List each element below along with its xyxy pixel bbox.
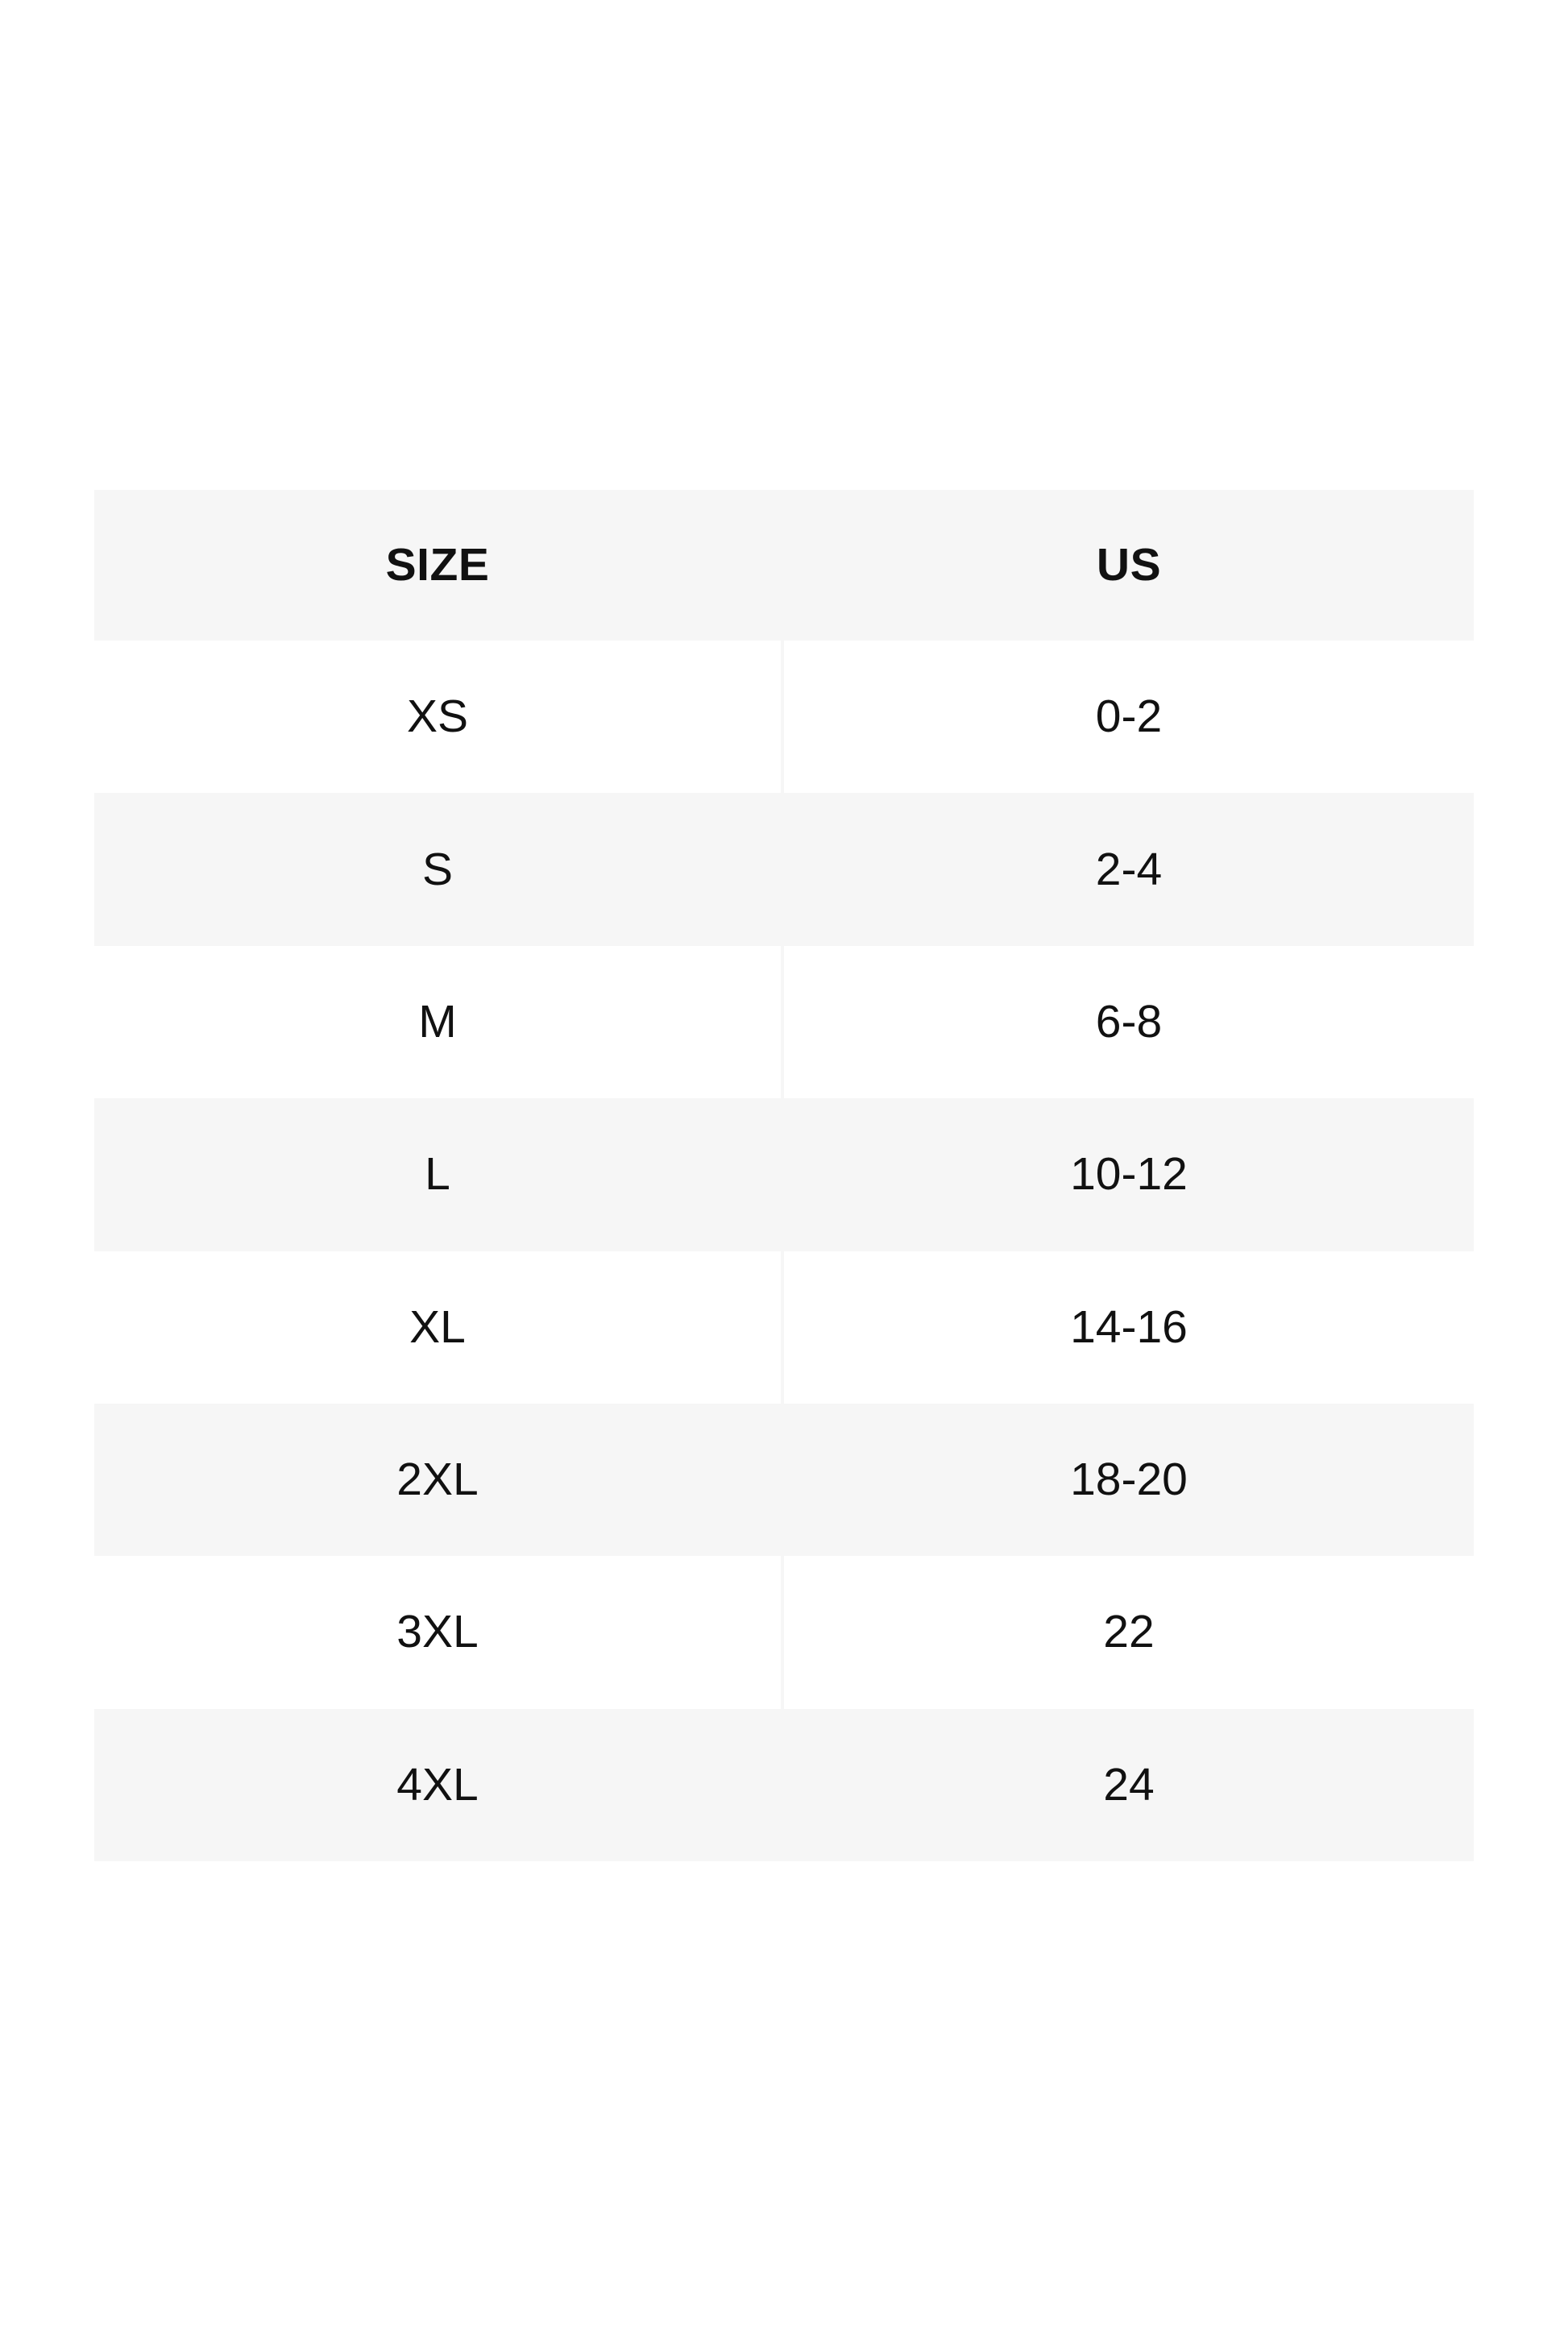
size-chart-table: SIZE US XS 0-2 S 2-4 M 6-8 L 10-12 XL bbox=[94, 490, 1474, 1861]
cell-size: 2XL bbox=[94, 1403, 784, 1557]
table-row: S 2-4 bbox=[94, 793, 1474, 946]
size-chart-header: SIZE US bbox=[94, 490, 1474, 641]
cell-us: 10-12 bbox=[782, 1098, 1474, 1251]
table-row: 2XL 18-20 bbox=[94, 1403, 1474, 1557]
size-chart: SIZE US XS 0-2 S 2-4 M 6-8 L 10-12 XL bbox=[94, 490, 1474, 1861]
cell-size: 3XL bbox=[94, 1556, 784, 1709]
table-row: 3XL 22 bbox=[94, 1556, 1474, 1709]
cell-us: 6-8 bbox=[782, 945, 1474, 1099]
cell-us: 2-4 bbox=[782, 793, 1474, 946]
cell-size: S bbox=[94, 793, 784, 946]
column-header-size: SIZE bbox=[94, 490, 784, 641]
table-header-row: SIZE US bbox=[94, 490, 1474, 641]
table-row: M 6-8 bbox=[94, 945, 1474, 1099]
cell-us: 18-20 bbox=[782, 1403, 1474, 1557]
cell-size: XS bbox=[94, 641, 784, 794]
cell-us: 14-16 bbox=[782, 1251, 1474, 1404]
table-row: XS 0-2 bbox=[94, 641, 1474, 794]
table-row: XL 14-16 bbox=[94, 1251, 1474, 1404]
table-row: L 10-12 bbox=[94, 1098, 1474, 1251]
cell-us: 0-2 bbox=[782, 641, 1474, 794]
cell-size: XL bbox=[94, 1251, 784, 1404]
column-header-us: US bbox=[782, 490, 1474, 641]
cell-size: 4XL bbox=[94, 1708, 784, 1861]
cell-size: M bbox=[94, 945, 784, 1099]
size-chart-body: XS 0-2 S 2-4 M 6-8 L 10-12 XL 14-16 2XL … bbox=[94, 641, 1474, 1861]
table-row: 4XL 24 bbox=[94, 1708, 1474, 1861]
cell-us: 24 bbox=[782, 1708, 1474, 1861]
cell-size: L bbox=[94, 1098, 784, 1251]
cell-us: 22 bbox=[782, 1556, 1474, 1709]
